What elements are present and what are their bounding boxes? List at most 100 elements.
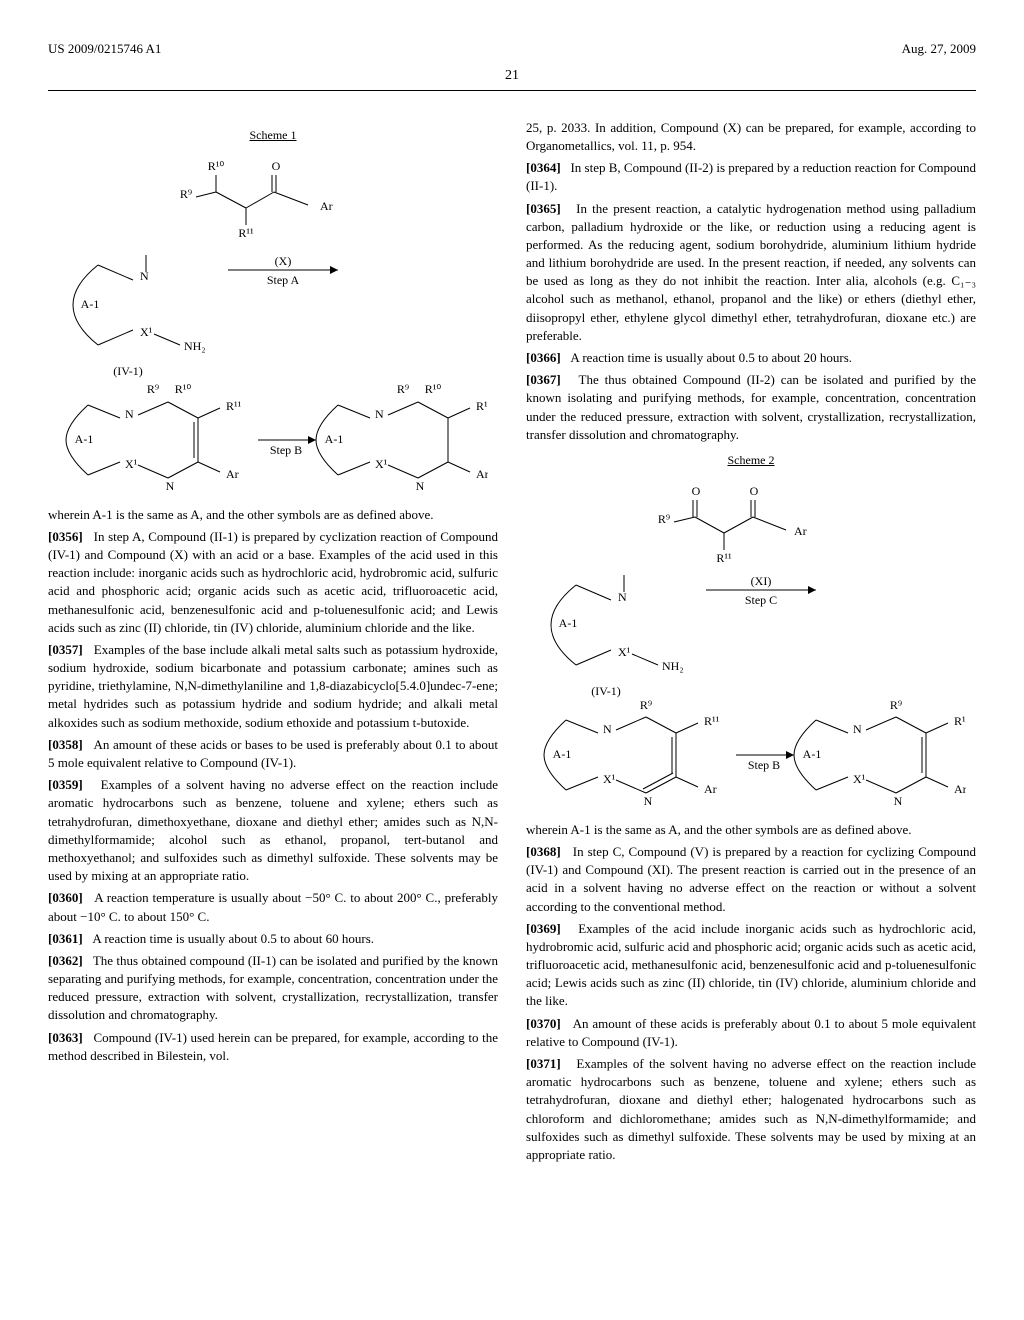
scheme1-compound-ii2: A-1 N X¹ R⁹ R¹⁰ N H R¹¹ Ar (II-2) — [316, 382, 488, 490]
columns: Scheme 1 R¹⁰ O R⁹ Ar R¹¹ A-1 N X¹ NH₂ (I… — [48, 119, 976, 1168]
scheme2-compound-iv1: A-1 N X¹ NH₂ (IV-1) — [551, 575, 684, 698]
svg-text:(X): (X) — [275, 254, 292, 268]
svg-text:N: N — [375, 407, 384, 421]
para-body: The thus obtained compound (II-1) can be… — [48, 953, 498, 1023]
svg-text:O: O — [272, 159, 281, 173]
para-0356: [0356] In step A, Compound (II-1) is pre… — [48, 528, 498, 637]
note-text: wherein A-1 is the same as A, and the ot… — [48, 506, 498, 524]
para-num: [0363] — [48, 1030, 83, 1045]
left-column: Scheme 1 R¹⁰ O R⁹ Ar R¹¹ A-1 N X¹ NH₂ (I… — [48, 119, 498, 1168]
para-0369: [0369] Examples of the acid include inor… — [526, 920, 976, 1011]
scheme2-caption: Scheme 2 — [526, 452, 976, 469]
svg-text:R¹¹: R¹¹ — [954, 714, 966, 728]
publication-date: Aug. 27, 2009 — [902, 40, 976, 58]
publication-number: US 2009/0215746 A1 — [48, 40, 161, 58]
svg-text:X¹: X¹ — [853, 772, 866, 786]
note-text: wherein A-1 is the same as A, and the ot… — [526, 821, 976, 839]
scheme1-compound-iv1: A-1 N X¹ NH₂ (IV-1) — [73, 255, 206, 378]
svg-text:Ar: Ar — [794, 524, 807, 538]
para-num: [0371] — [526, 1056, 561, 1071]
svg-text:A-1: A-1 — [559, 616, 578, 630]
para-num: [0356] — [48, 529, 83, 544]
para-num: [0360] — [48, 890, 83, 905]
svg-text:R¹¹: R¹¹ — [704, 714, 720, 728]
svg-text:R¹⁰: R¹⁰ — [175, 382, 192, 396]
para-body: In step A, Compound (II-1) is prepared b… — [48, 529, 498, 635]
svg-text:Ar: Ar — [320, 199, 333, 213]
cont-text: 25, p. 2033. In addition, Compound (X) c… — [526, 119, 976, 155]
svg-text:A-1: A-1 — [75, 432, 94, 446]
para-body: An amount of these acids or bases to be … — [48, 737, 498, 770]
svg-text:R¹¹: R¹¹ — [238, 226, 254, 240]
scheme2-arrow-stepc: (XI) Step C — [706, 574, 816, 607]
para-0359: [0359] Examples of a solvent having no a… — [48, 776, 498, 885]
para-num: [0368] — [526, 844, 561, 859]
para-0360: [0360] A reaction temperature is usually… — [48, 889, 498, 925]
para-body: The thus obtained Compound (II-2) can be… — [526, 372, 976, 442]
scheme1-diagram: R¹⁰ O R⁹ Ar R¹¹ A-1 N X¹ NH₂ (IV-1) (X) … — [58, 150, 488, 490]
scheme1-arrow-stepa: (X) Step A — [228, 254, 338, 287]
svg-text:O: O — [750, 484, 759, 498]
svg-text:N: N — [166, 479, 175, 490]
svg-text:R⁹: R⁹ — [397, 382, 409, 396]
svg-text:N: N — [618, 590, 627, 604]
svg-text:NH₂: NH₂ — [184, 339, 206, 353]
para-num: [0364] — [526, 160, 561, 175]
svg-text:N: N — [894, 794, 903, 805]
svg-text:N: N — [416, 479, 425, 490]
svg-text:(IV-1): (IV-1) — [113, 364, 143, 378]
page-number: 21 — [48, 66, 976, 86]
svg-text:X¹: X¹ — [603, 772, 616, 786]
para-0361: [0361] A reaction time is usually about … — [48, 930, 498, 948]
para-0364: [0364] In step B, Compound (II-2) is pre… — [526, 159, 976, 195]
svg-text:A-1: A-1 — [553, 747, 572, 761]
scheme1-compound-x: R¹⁰ O R⁹ Ar R¹¹ — [180, 159, 333, 240]
svg-text:R⁹: R⁹ — [640, 698, 652, 712]
para-num: [0358] — [48, 737, 83, 752]
svg-text:R¹⁰: R¹⁰ — [208, 159, 225, 173]
para-0365: [0365] In the present reaction, a cataly… — [526, 200, 976, 346]
svg-text:X¹: X¹ — [618, 645, 631, 659]
svg-text:A-1: A-1 — [803, 747, 822, 761]
para-body: Examples of the base include alkali meta… — [48, 642, 498, 730]
svg-text:R⁹: R⁹ — [658, 512, 670, 526]
para-0358: [0358] An amount of these acids or bases… — [48, 736, 498, 772]
svg-text:Step B: Step B — [748, 758, 780, 772]
svg-text:Ar: Ar — [704, 782, 717, 796]
svg-text:X¹: X¹ — [375, 457, 388, 471]
para-0363: [0363] Compound (IV-1) used herein can b… — [48, 1029, 498, 1065]
svg-text:X¹: X¹ — [125, 457, 138, 471]
svg-text:N: N — [853, 722, 862, 736]
scheme1-caption: Scheme 1 — [48, 127, 498, 144]
svg-text:X¹: X¹ — [140, 325, 153, 339]
svg-text:Ar: Ar — [476, 467, 488, 481]
scheme1-arrow-stepb: Step B — [258, 436, 316, 457]
para-0368: [0368] In step C, Compound (V) is prepar… — [526, 843, 976, 916]
scheme2-arrow-stepb: Step B — [736, 751, 794, 772]
para-body: Examples of the acid include inorganic a… — [526, 921, 976, 1009]
scheme2-compound-v: A-1 N X¹ R⁹ N R¹¹ Ar (V) — [544, 698, 720, 805]
scheme2-compound-xi: O O R⁹ Ar R¹¹ — [658, 484, 807, 565]
svg-text:O: O — [692, 484, 701, 498]
svg-text:R¹¹: R¹¹ — [226, 399, 242, 413]
svg-text:(IV-1): (IV-1) — [591, 684, 621, 698]
para-num: [0370] — [526, 1016, 561, 1031]
svg-text:R⁹: R⁹ — [180, 187, 192, 201]
svg-text:N: N — [644, 794, 653, 805]
scheme2-diagram: O O R⁹ Ar R¹¹ A-1 N X¹ NH₂ (IV-1) (XI) S… — [536, 475, 966, 805]
svg-text:R¹¹: R¹¹ — [476, 399, 488, 413]
para-body: Examples of the solvent having no advers… — [526, 1056, 976, 1162]
svg-text:A-1: A-1 — [81, 297, 100, 311]
para-body: A reaction time is usually about 0.5 to … — [92, 931, 374, 946]
para-num: [0357] — [48, 642, 83, 657]
para-num: [0367] — [526, 372, 561, 387]
para-body: A reaction time is usually about 0.5 to … — [570, 350, 852, 365]
svg-text:N: N — [140, 269, 149, 283]
para-body: Examples of a solvent having no adverse … — [48, 777, 498, 883]
para-0366: [0366] A reaction time is usually about … — [526, 349, 976, 367]
svg-text:R⁹: R⁹ — [147, 382, 159, 396]
para-num: [0361] — [48, 931, 83, 946]
right-column: 25, p. 2033. In addition, Compound (X) c… — [526, 119, 976, 1168]
svg-text:R⁹: R⁹ — [890, 698, 902, 712]
para-num: [0362] — [48, 953, 83, 968]
